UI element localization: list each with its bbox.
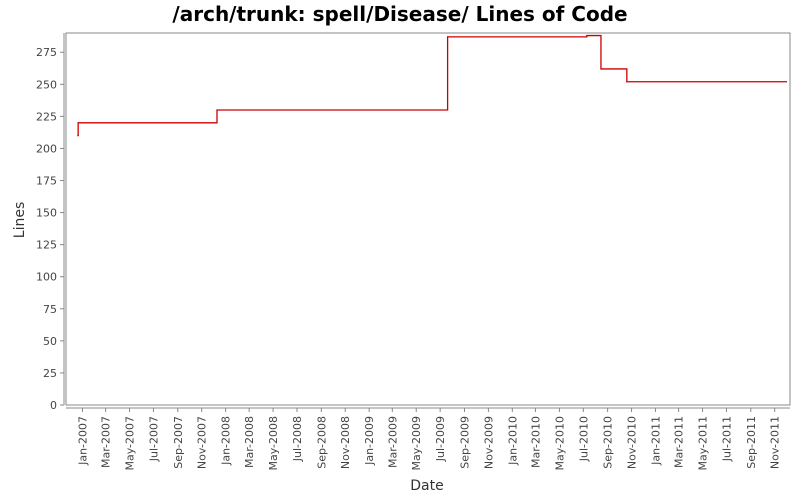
x-tick-label: Mar-2011 (673, 416, 686, 468)
y-tick-label: 75 (43, 303, 57, 316)
y-tick-label: 25 (43, 367, 57, 380)
plot-background (65, 32, 791, 406)
data-point (626, 81, 628, 83)
x-tick-label: Jul-2010 (577, 416, 590, 462)
data-point (77, 135, 79, 137)
x-tick-label: Jul-2009 (434, 416, 447, 462)
y-tick-label: 175 (36, 175, 57, 188)
data-point (216, 109, 218, 111)
y-tick-label: 50 (43, 335, 57, 348)
x-tick-label: Nov-2010 (626, 416, 639, 469)
x-tick-label: Mar-2010 (529, 416, 542, 468)
x-tick-label: Jan-2009 (363, 416, 376, 466)
x-tick-label: Sep-2010 (602, 416, 615, 469)
x-tick-label: Jul-2008 (291, 416, 304, 462)
data-point (77, 122, 79, 124)
y-tick-label: 275 (36, 46, 57, 59)
x-tick-label: Jan-2008 (220, 416, 233, 466)
x-tick-label: Nov-2007 (196, 416, 209, 469)
x-tick-label: Jan-2007 (76, 416, 89, 466)
x-tick-label: May-2010 (553, 416, 566, 471)
x-tick-label: Jul-2007 (147, 416, 160, 462)
y-tick-label: 125 (36, 239, 57, 252)
x-axis-title: Date (410, 478, 443, 494)
x-tick-label: May-2007 (124, 416, 137, 471)
y-tick-label: 150 (36, 207, 57, 220)
series-layer (77, 34, 788, 137)
y-tick-label: 0 (50, 399, 57, 412)
x-tick-label: Nov-2011 (769, 416, 782, 469)
y-tick-label: 225 (36, 110, 57, 123)
x-tick-label: Sep-2009 (458, 416, 471, 469)
data-point (600, 68, 602, 70)
x-tick-label: May-2009 (410, 416, 423, 471)
y-tick-label: 100 (36, 271, 57, 284)
x-tick-label: Nov-2008 (339, 416, 352, 469)
data-point (785, 81, 788, 83)
y-axis-ticks: 0 25 50 75 100 125 150 175 200 225 250 275 (36, 46, 64, 412)
x-tick-label: Sep-2008 (315, 416, 328, 469)
x-tick-label: Jan-2010 (506, 416, 519, 466)
chart-title: /arch/trunk: spell/Disease/ Lines of Cod… (172, 2, 628, 26)
x-tick-label: May-2011 (697, 416, 710, 471)
x-axis-ticks: Jan-2007 Mar-2007 May-2007 Jul-2007 Sep-2007… (76, 408, 782, 471)
x-tick-label: Sep-2011 (745, 416, 758, 469)
y-tick-label: 200 (36, 142, 57, 155)
x-tick-label: Jan-2011 (649, 416, 662, 466)
y-axis-title: Lines (12, 202, 28, 238)
x-tick-label: Nov-2009 (482, 416, 495, 469)
x-tick-label: Jul-2011 (720, 416, 733, 462)
x-tick-label: Mar-2009 (386, 416, 399, 468)
x-tick-label: Mar-2008 (243, 416, 256, 468)
x-tick-label: May-2008 (267, 416, 280, 471)
x-tick-label: Sep-2007 (172, 416, 185, 469)
data-point (586, 34, 588, 37)
data-point (447, 36, 449, 38)
y-tick-label: 250 (36, 78, 57, 91)
series-line (77, 34, 787, 137)
x-tick-label: Mar-2007 (100, 416, 113, 468)
